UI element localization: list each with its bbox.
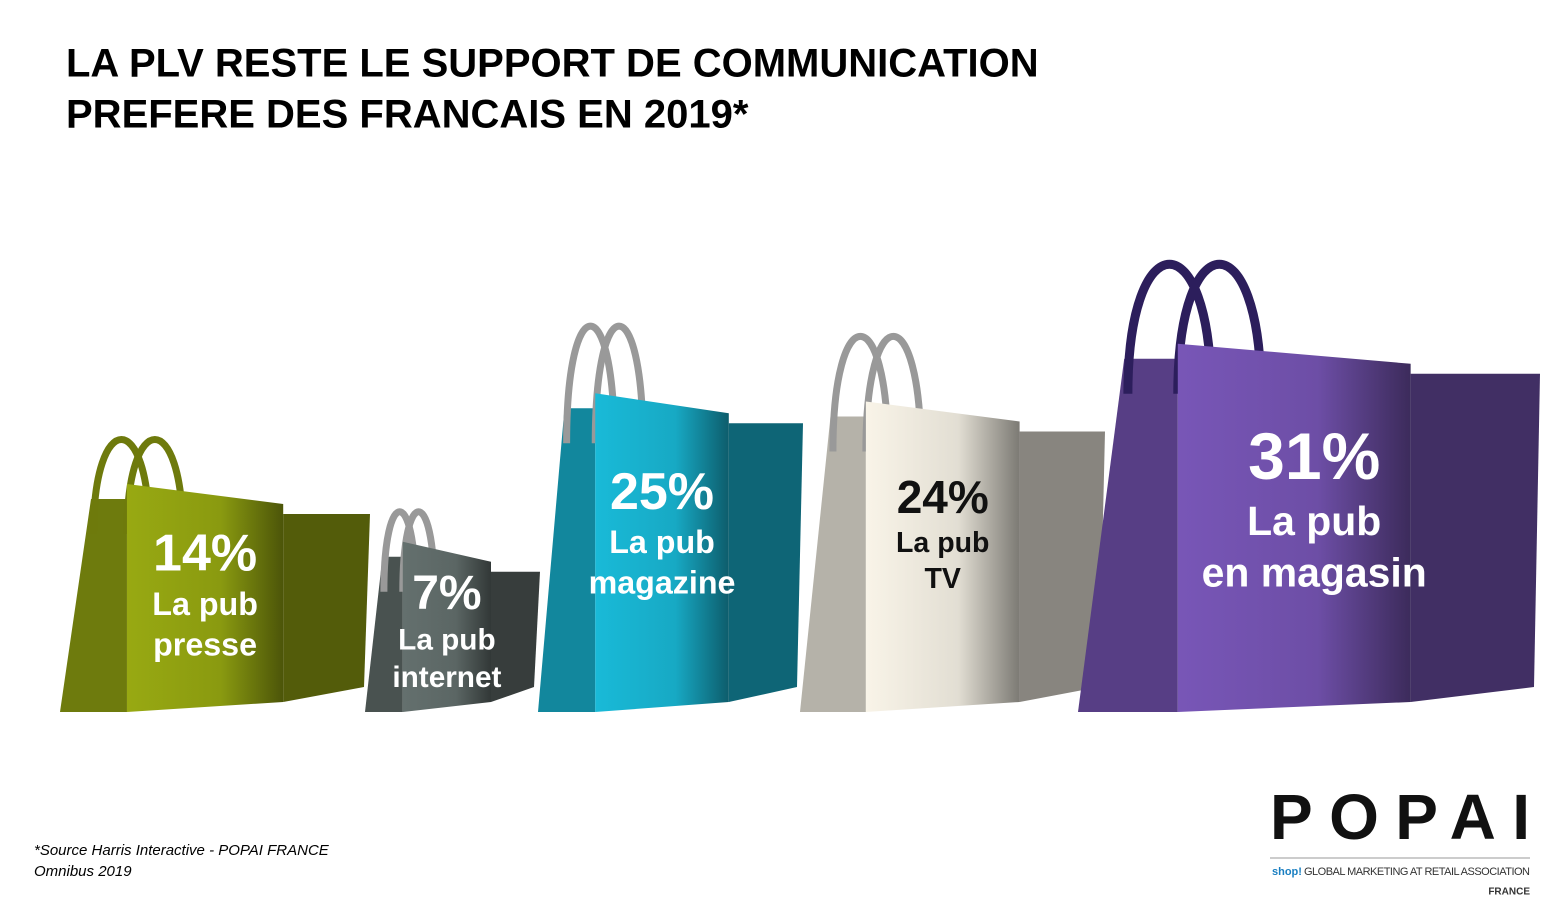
logo-tagline: GLOBAL MARKETING AT RETAIL ASSOCIATION (1304, 866, 1530, 878)
bag-side (1078, 358, 1178, 712)
value-label: 7% (412, 567, 481, 620)
value-label: 25% (610, 463, 714, 521)
bag-side (538, 408, 596, 712)
bag-side (60, 499, 127, 712)
bag-side (728, 423, 803, 702)
value-label: 31% (1248, 419, 1380, 493)
category-label: TV (925, 563, 961, 595)
category-label: presse (153, 626, 257, 662)
category-label: La pub (398, 624, 496, 657)
bag-side (491, 571, 540, 702)
bag-side (1019, 431, 1105, 702)
logo-brand: shop! (1272, 866, 1302, 878)
category-label: La pub (1247, 498, 1381, 544)
bag-handle (829, 333, 892, 452)
bag-side (283, 514, 370, 702)
bag (1177, 343, 1411, 712)
title-line: PREFERE DES FRANCAIS EN 2019* (66, 93, 749, 137)
category-label: en magasin (1202, 550, 1427, 596)
category-label: internet (392, 661, 501, 694)
bag-handle (591, 322, 647, 444)
source: Omnibus 2019 (34, 863, 132, 880)
bag-handle (1173, 259, 1266, 394)
category-label: La pub (896, 527, 989, 559)
value-label: 14% (153, 525, 257, 583)
source: *Source Harris Interactive - POPAI FRANC… (34, 842, 330, 859)
bag (402, 541, 491, 712)
bag-side (365, 556, 403, 712)
bag-side (1410, 373, 1540, 702)
logo-name: POPAI (1270, 781, 1530, 853)
category-label: magazine (589, 565, 736, 601)
bag-handle (862, 333, 925, 452)
category-label: La pub (152, 586, 258, 622)
category-label: La pub (609, 524, 715, 560)
bag (126, 484, 284, 712)
bag-handle (563, 322, 618, 444)
logo: POPAI shop! GLOBAL MARKETING AT RETAIL A… (1270, 781, 1530, 898)
bag-handle (1123, 259, 1216, 394)
title-line: LA PLV RESTE LE SUPPORT DE COMMUNICATION (66, 42, 1039, 86)
logo-country: FRANCE (1488, 887, 1530, 898)
value-label: 24% (897, 471, 989, 523)
bag-side (800, 416, 866, 712)
bag (865, 401, 1020, 712)
bag (595, 393, 729, 712)
